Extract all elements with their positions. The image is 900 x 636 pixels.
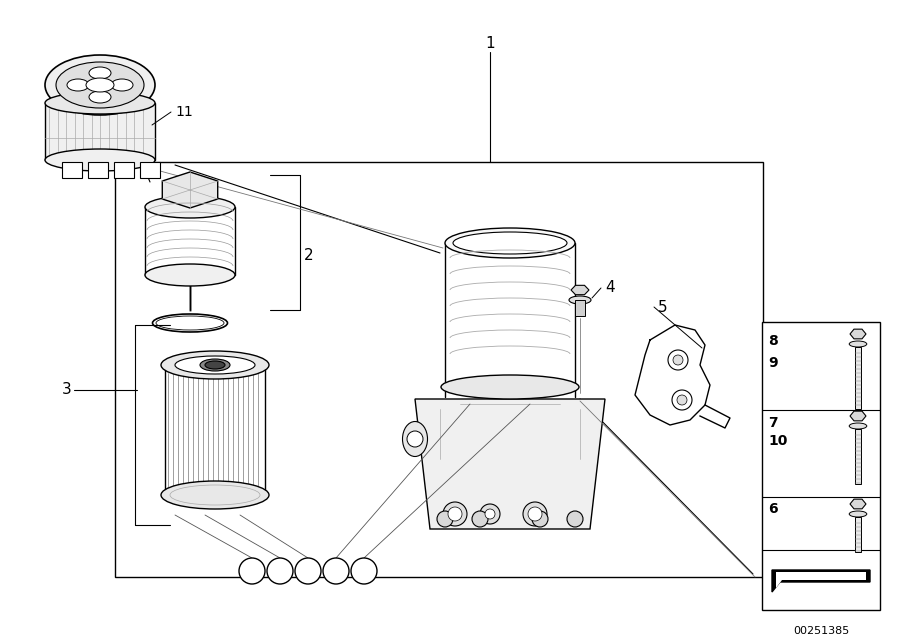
Text: 6: 6 (248, 565, 256, 577)
Ellipse shape (161, 351, 269, 379)
Circle shape (485, 509, 495, 519)
Circle shape (407, 431, 423, 447)
Ellipse shape (205, 361, 225, 369)
Ellipse shape (89, 91, 111, 103)
Circle shape (480, 504, 500, 524)
Circle shape (673, 355, 683, 365)
Bar (855, 517, 861, 552)
Bar (855, 429, 861, 484)
Text: 8: 8 (768, 334, 778, 348)
Polygon shape (850, 411, 866, 421)
Bar (855, 347, 861, 409)
Circle shape (443, 502, 467, 526)
Polygon shape (140, 162, 160, 178)
Ellipse shape (200, 359, 230, 371)
Polygon shape (62, 162, 82, 178)
Text: 00251385: 00251385 (793, 626, 849, 636)
Polygon shape (571, 286, 589, 294)
Polygon shape (850, 499, 866, 509)
Text: 9: 9 (332, 565, 340, 577)
Ellipse shape (441, 375, 579, 399)
Ellipse shape (161, 481, 269, 509)
Text: 9: 9 (768, 356, 778, 370)
Text: 8: 8 (303, 565, 312, 577)
Ellipse shape (111, 79, 133, 91)
Ellipse shape (445, 228, 575, 258)
Text: 4: 4 (605, 280, 615, 296)
Ellipse shape (45, 55, 155, 115)
Ellipse shape (402, 422, 428, 457)
Ellipse shape (145, 196, 235, 218)
Circle shape (677, 395, 687, 405)
Ellipse shape (453, 232, 567, 254)
Circle shape (239, 558, 265, 584)
Text: 7: 7 (275, 565, 284, 577)
Circle shape (437, 511, 453, 527)
Ellipse shape (45, 92, 155, 114)
Circle shape (567, 511, 583, 527)
Polygon shape (114, 162, 134, 178)
Polygon shape (45, 103, 155, 160)
Ellipse shape (86, 78, 114, 92)
Ellipse shape (175, 356, 255, 374)
Polygon shape (776, 572, 866, 588)
Ellipse shape (850, 511, 867, 517)
Text: 6: 6 (768, 502, 778, 516)
Circle shape (532, 511, 548, 527)
Circle shape (672, 390, 692, 410)
Bar (575, 300, 585, 316)
Text: 10: 10 (356, 565, 373, 577)
Circle shape (323, 558, 349, 584)
Polygon shape (850, 329, 866, 339)
Circle shape (528, 507, 542, 521)
Circle shape (351, 558, 377, 584)
Circle shape (472, 511, 488, 527)
Polygon shape (162, 172, 218, 208)
Text: 1: 1 (485, 36, 495, 52)
Polygon shape (772, 570, 870, 592)
Text: 11: 11 (175, 105, 193, 119)
Ellipse shape (67, 79, 89, 91)
Ellipse shape (569, 296, 591, 304)
Text: 7: 7 (768, 416, 778, 430)
Polygon shape (88, 162, 108, 178)
Text: 5: 5 (658, 300, 668, 314)
Circle shape (267, 558, 293, 584)
Ellipse shape (89, 67, 111, 79)
Text: 2: 2 (304, 247, 313, 263)
Circle shape (523, 502, 547, 526)
Ellipse shape (145, 264, 235, 286)
Polygon shape (415, 399, 605, 529)
Bar (115, 162, 763, 577)
Circle shape (668, 350, 688, 370)
Bar (762, 322, 880, 610)
Text: 3: 3 (62, 382, 72, 398)
Ellipse shape (850, 423, 867, 429)
Text: 10: 10 (768, 434, 788, 448)
Ellipse shape (56, 62, 144, 108)
Ellipse shape (45, 149, 155, 171)
Circle shape (448, 507, 462, 521)
Circle shape (295, 558, 321, 584)
Ellipse shape (850, 341, 867, 347)
